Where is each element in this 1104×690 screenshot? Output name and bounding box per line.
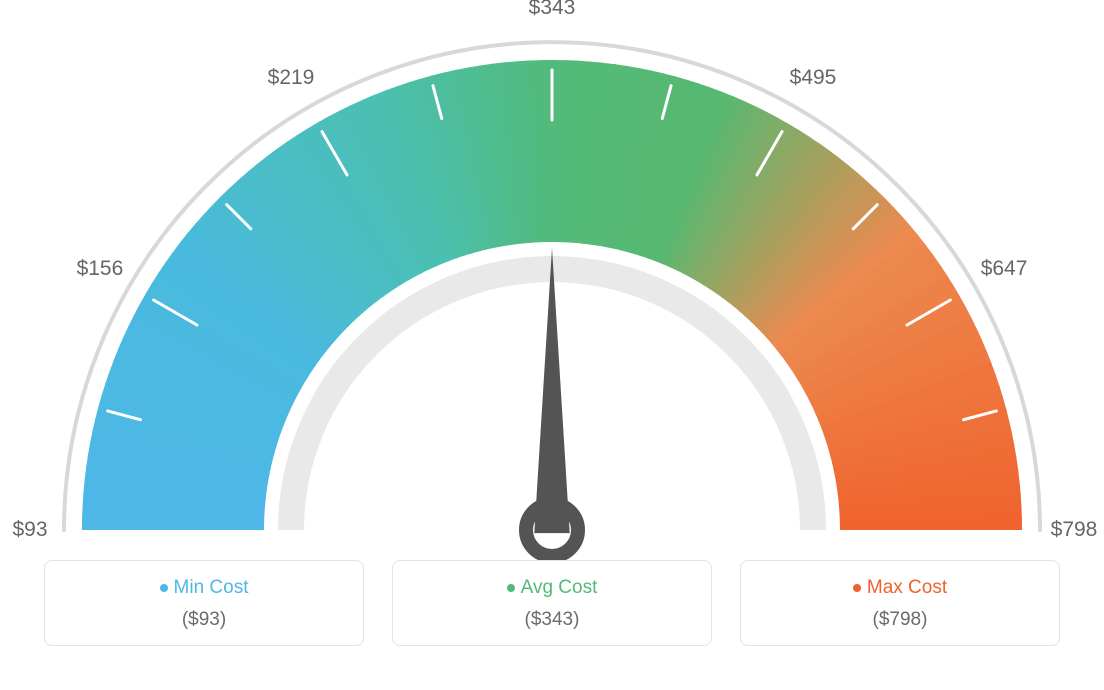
gauge-tick-label: $798: [1051, 518, 1098, 542]
legend-value-avg: ($343): [403, 609, 701, 631]
legend-title-text: Max Cost: [867, 577, 947, 598]
gauge-tick-label: $156: [77, 257, 124, 281]
legend-value-max: ($798): [751, 609, 1049, 631]
dot-icon: [507, 584, 515, 592]
legend-card-max: Max Cost ($798): [740, 560, 1060, 646]
legend-title-text: Avg Cost: [521, 577, 598, 598]
dot-icon: [160, 584, 168, 592]
gauge-tick-label: $495: [790, 66, 837, 90]
gauge-tick-label: $343: [529, 0, 576, 20]
legend-row: Min Cost ($93) Avg Cost ($343) Max Cost …: [0, 560, 1104, 646]
dot-icon: [853, 584, 861, 592]
legend-title-text: Min Cost: [174, 577, 249, 598]
gauge-svg: [0, 0, 1104, 560]
legend-value-min: ($93): [55, 609, 353, 631]
gauge-tick-label: $93: [12, 518, 47, 542]
legend-card-min: Min Cost ($93): [44, 560, 364, 646]
legend-card-avg: Avg Cost ($343): [392, 560, 712, 646]
gauge-tick-label: $647: [981, 257, 1028, 281]
gauge-tick-label: $219: [268, 66, 315, 90]
cost-gauge: $93 $156 $219 $343 $495 $647 $798: [0, 0, 1104, 560]
legend-title-min: Min Cost: [55, 577, 353, 599]
legend-title-avg: Avg Cost: [403, 577, 701, 599]
legend-title-max: Max Cost: [751, 577, 1049, 599]
